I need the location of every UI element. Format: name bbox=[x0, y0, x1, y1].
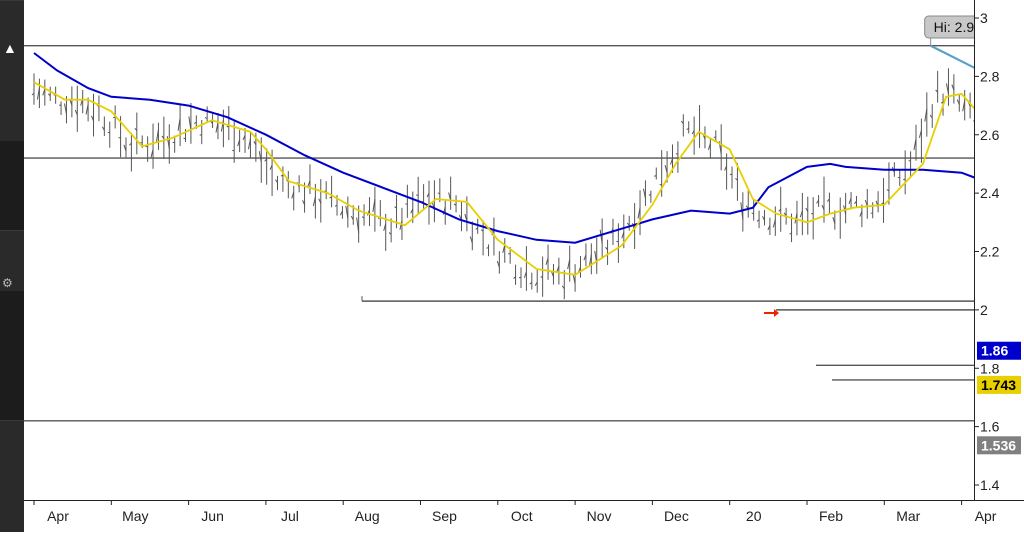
time-axis-label: Feb bbox=[819, 508, 843, 524]
price-axis-label: 2.8 bbox=[980, 68, 1000, 84]
price-axis-label: 3 bbox=[980, 10, 988, 26]
time-axis-label: 20 bbox=[746, 508, 762, 524]
time-axis: Apr May Jun Jul Aug Sep Oct Nov Dec 20 Feb Mar Apr bbox=[24, 500, 1024, 532]
price-axis-label: 1.6 bbox=[980, 419, 1000, 435]
blue-moving-average-line bbox=[34, 53, 974, 351]
price-axis-label: 2.6 bbox=[980, 127, 1000, 143]
time-axis-label: Dec bbox=[664, 508, 689, 524]
last-value-label: 1.86 bbox=[981, 343, 1008, 359]
time-axis-label: Sep bbox=[432, 508, 457, 524]
time-axis-label: Nov bbox=[587, 508, 612, 524]
toolbar-segment bbox=[0, 0, 24, 141]
time-axis-label: Jun bbox=[201, 508, 224, 524]
last-value-label: 1.536 bbox=[981, 437, 1016, 453]
time-axis-label: Apr bbox=[47, 508, 69, 524]
price-bar-open bbox=[941, 102, 943, 103]
price-axis-label: 2.4 bbox=[980, 185, 1000, 201]
time-axis-label: Aug bbox=[355, 508, 380, 524]
time-axis-label: Apr bbox=[975, 508, 997, 524]
high-callout-label: Hi: 2.905 bbox=[934, 19, 974, 35]
time-axis-label: Jul bbox=[281, 508, 299, 524]
price-bar-open bbox=[730, 174, 732, 175]
price-axis-label: 2 bbox=[980, 302, 988, 318]
yellow-moving-average-line bbox=[34, 82, 974, 385]
price-axis-label: 1.8 bbox=[980, 360, 1000, 376]
price-bars bbox=[32, 68, 974, 405]
time-axis-label: Oct bbox=[511, 508, 533, 524]
price-bar-open bbox=[113, 117, 115, 118]
time-axis-svg: Apr May Jun Jul Aug Sep Oct Nov Dec 20 Feb Mar Apr bbox=[24, 501, 1024, 532]
time-axis-label: May bbox=[122, 508, 148, 524]
price-axis-label: 2.2 bbox=[980, 244, 1000, 260]
price-chart-area[interactable]: Hi: 2.905Lo: 1.519 bbox=[24, 0, 974, 500]
gear-icon[interactable]: ⚙ bbox=[2, 276, 13, 290]
price-axis: 1.4 1.6 1.8 2 2.2 2.4 2.6 2.8 3 1.86 1.743 1.536 bbox=[974, 0, 1024, 500]
time-axis-label: Mar bbox=[896, 508, 920, 524]
last-value-label: 1.743 bbox=[981, 377, 1016, 393]
toolbar-segment bbox=[0, 420, 24, 532]
price-axis-label: 1.4 bbox=[980, 477, 1000, 493]
price-chart: Hi: 2.905Lo: 1.519 bbox=[24, 0, 974, 500]
left-toolbar: ▲ ⚙ bbox=[0, 0, 24, 531]
mouse-pointer-icon: ▲ bbox=[3, 40, 17, 56]
price-axis-svg: 1.4 1.6 1.8 2 2.2 2.4 2.6 2.8 3 1.86 1.743 1.536 bbox=[975, 0, 1024, 500]
price-bar-open bbox=[649, 194, 651, 195]
